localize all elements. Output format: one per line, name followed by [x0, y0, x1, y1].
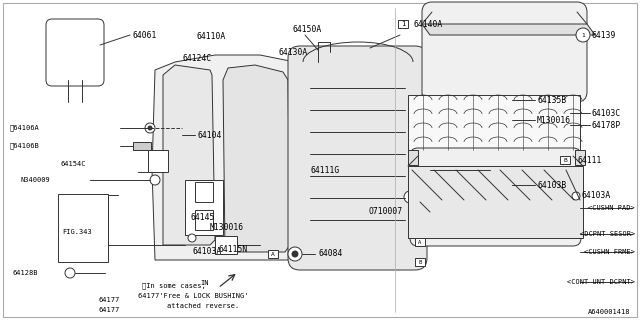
Bar [215, 236, 237, 254]
Text: 64110A: 64110A [196, 31, 225, 41]
Circle shape [576, 28, 590, 42]
Text: <CUSHN FRME>: <CUSHN FRME> [584, 249, 635, 255]
Polygon shape [223, 65, 290, 252]
Text: 64145: 64145 [190, 213, 214, 222]
Circle shape [488, 118, 492, 122]
Bar [268, 250, 278, 258]
Text: 64124C: 64124C [182, 53, 211, 62]
Text: M130016: M130016 [537, 116, 571, 124]
FancyBboxPatch shape [410, 148, 581, 246]
Text: 64103C: 64103C [592, 108, 621, 117]
Text: <CONT UNT DCPNT>: <CONT UNT DCPNT> [567, 279, 635, 285]
Circle shape [485, 180, 495, 190]
Bar [58, 194, 108, 262]
Bar [398, 20, 408, 28]
Bar [133, 142, 151, 150]
Text: 1: 1 [581, 33, 585, 37]
Text: ※64106A: ※64106A [10, 125, 40, 131]
Text: ※64106B: ※64106B [10, 143, 40, 149]
Bar [195, 210, 213, 230]
Bar [498, 94, 512, 106]
Text: 64178P: 64178P [592, 121, 621, 130]
Circle shape [404, 191, 416, 203]
Text: 64154C: 64154C [60, 161, 86, 167]
Text: 64111: 64111 [578, 156, 602, 164]
Text: 64061: 64061 [132, 30, 156, 39]
Text: 64115N: 64115N [218, 245, 247, 254]
Text: 1: 1 [401, 21, 405, 27]
Bar [408, 150, 418, 165]
Polygon shape [422, 24, 595, 35]
Polygon shape [152, 55, 308, 260]
Circle shape [292, 251, 298, 257]
Text: IN: IN [200, 280, 209, 286]
Circle shape [65, 268, 75, 278]
Text: 64103B: 64103B [537, 180, 566, 189]
Text: 64103A: 64103A [582, 191, 611, 201]
Text: ※In some cases,: ※In some cases, [142, 283, 205, 289]
Text: M130016: M130016 [210, 223, 244, 233]
Text: N340009: N340009 [20, 177, 50, 183]
Text: <DCPNT SESOR>: <DCPNT SESOR> [580, 231, 635, 237]
Circle shape [486, 96, 494, 104]
Text: 64111G: 64111G [310, 165, 339, 174]
Text: A: A [419, 239, 422, 244]
Circle shape [288, 247, 302, 261]
Text: 64177: 64177 [98, 297, 119, 303]
Text: <CUSHN PAD>: <CUSHN PAD> [588, 205, 635, 211]
Bar [415, 238, 425, 246]
Text: A640001418: A640001418 [588, 309, 630, 315]
Text: B: B [419, 260, 422, 265]
Circle shape [188, 234, 196, 242]
Bar [415, 258, 425, 266]
Text: 64130A: 64130A [278, 47, 307, 57]
Bar [195, 182, 213, 202]
Polygon shape [163, 65, 215, 245]
Bar [575, 150, 585, 165]
Text: 64104: 64104 [197, 131, 221, 140]
Bar [185, 180, 223, 235]
Text: FIG.343: FIG.343 [62, 229, 92, 235]
FancyBboxPatch shape [288, 46, 427, 270]
Text: attached reverse.: attached reverse. [150, 303, 239, 309]
Text: B: B [563, 157, 567, 163]
Text: O710007: O710007 [368, 207, 402, 217]
FancyBboxPatch shape [46, 19, 104, 86]
Circle shape [572, 192, 580, 200]
Text: 64135B: 64135B [537, 95, 566, 105]
Text: 64150A: 64150A [292, 25, 321, 34]
Text: 64140A: 64140A [413, 20, 442, 28]
Bar [148, 150, 168, 172]
FancyBboxPatch shape [422, 2, 587, 102]
Text: 64177: 64177 [98, 307, 119, 313]
Bar [560, 156, 570, 164]
Text: 64139: 64139 [592, 30, 616, 39]
Polygon shape [408, 166, 583, 238]
Text: 64103A: 64103A [192, 247, 221, 257]
Text: 64177'Free & LOCK BUSHING': 64177'Free & LOCK BUSHING' [138, 293, 248, 299]
Bar [408, 95, 580, 150]
Circle shape [148, 126, 152, 130]
Circle shape [145, 123, 155, 133]
Circle shape [486, 116, 494, 124]
Circle shape [150, 175, 160, 185]
Text: A: A [271, 252, 275, 257]
Text: 64084: 64084 [318, 250, 342, 259]
Text: 64128B: 64128B [12, 270, 38, 276]
